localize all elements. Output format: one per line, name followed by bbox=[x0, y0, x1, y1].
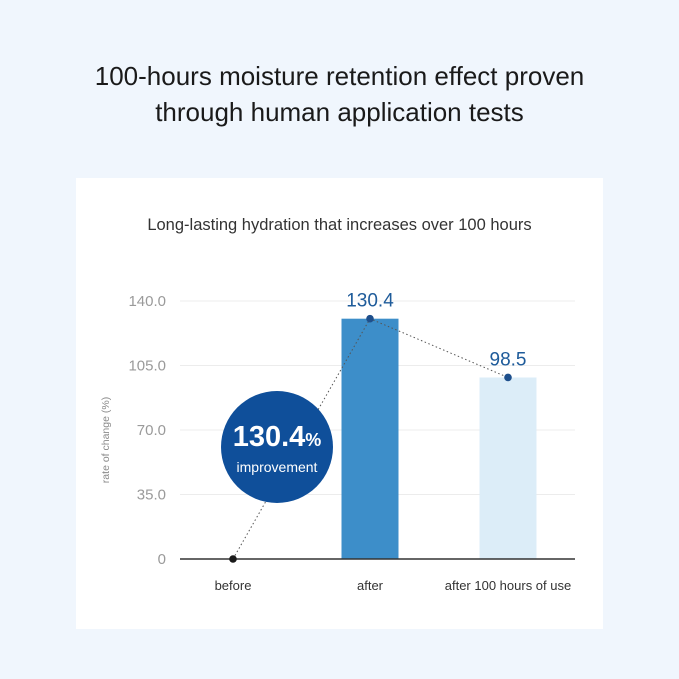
improvement-badge: 130.4% improvement bbox=[221, 391, 333, 503]
y-tick-label: 140.0 bbox=[128, 293, 166, 310]
y-tick-label: 70.0 bbox=[137, 422, 166, 439]
value-label-2: 130.4 bbox=[346, 291, 394, 312]
x-tick-label: before bbox=[215, 578, 252, 593]
headline-line-2: through human application tests bbox=[155, 97, 524, 127]
y-tick-label: 105.0 bbox=[128, 358, 166, 375]
headline-line-1: 100-hours moisture retention effect prov… bbox=[94, 61, 585, 91]
bar-3 bbox=[479, 377, 537, 559]
data-point-3 bbox=[504, 373, 512, 382]
badge-unit: % bbox=[305, 430, 322, 450]
bar-2 bbox=[341, 318, 399, 559]
chart-title: Long-lasting hydration that increases ov… bbox=[147, 216, 532, 234]
x-tick-label: after 100 hours of use bbox=[445, 578, 571, 593]
y-axis-title: rate of change (%) bbox=[100, 397, 112, 483]
y-tick-label: 35.0 bbox=[137, 487, 166, 504]
x-tick-label: after bbox=[357, 578, 384, 593]
badge-text: improvement bbox=[236, 459, 318, 475]
bar-chart: 0 35.0 70.0 105.0 140.0 rate of change (%) 130… bbox=[100, 291, 575, 593]
headline: 100-hours moisture retention effect prov… bbox=[0, 58, 679, 130]
y-tick-label: 0 bbox=[158, 551, 166, 568]
data-point-1 bbox=[229, 555, 237, 563]
badge-number: 130.4 bbox=[232, 421, 306, 453]
chart-card: Long-lasting hydration that increases ov… bbox=[76, 178, 603, 629]
data-point-2 bbox=[366, 314, 374, 323]
badge-value: 130.4% bbox=[221, 421, 333, 456]
value-label-3: 98.5 bbox=[490, 349, 527, 370]
